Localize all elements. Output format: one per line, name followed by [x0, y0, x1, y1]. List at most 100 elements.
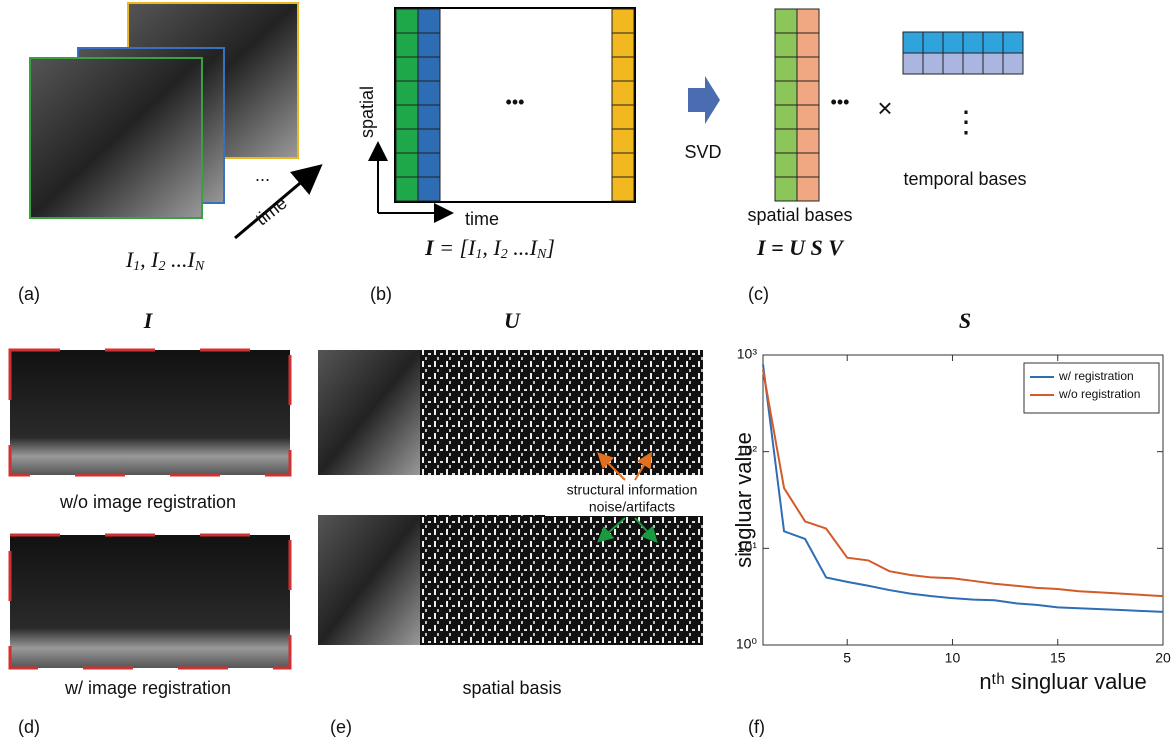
- caption: w/ image registration: [64, 678, 231, 698]
- figure: ... time I1, I2 ...IN (a) ••• spatial ti…: [0, 0, 1176, 743]
- caption: w/o image registration: [59, 492, 236, 512]
- cell: [396, 129, 418, 153]
- cell: [418, 81, 440, 105]
- cell: [797, 153, 819, 177]
- cell: [903, 53, 923, 74]
- panel-title: U: [504, 308, 521, 333]
- cell: [612, 105, 634, 129]
- cell: [396, 105, 418, 129]
- cell: [943, 32, 963, 53]
- image: [10, 350, 290, 475]
- image: [318, 515, 420, 645]
- panel-title: S: [959, 308, 971, 333]
- formula: I = [I1, I2 ...IN]: [424, 235, 555, 262]
- cell: [418, 57, 440, 81]
- times: ×: [877, 93, 892, 123]
- frame: [30, 58, 202, 218]
- temporal-label: temporal bases: [903, 169, 1026, 189]
- cell: [418, 9, 440, 33]
- panel-title: I: [143, 308, 154, 333]
- cell: [983, 53, 1003, 74]
- image: [10, 535, 290, 668]
- x-tick-label: 20: [1155, 650, 1171, 666]
- cell: [963, 53, 983, 74]
- caption: spatial basis: [462, 678, 561, 698]
- cell: [418, 177, 440, 201]
- y-tick-label: 10²: [737, 442, 758, 458]
- cell: [612, 81, 634, 105]
- panel-label: (a): [18, 284, 40, 304]
- svd-arrow: [688, 76, 720, 124]
- cell: [983, 32, 1003, 53]
- cell: [1003, 53, 1023, 74]
- panel-label: (e): [330, 717, 352, 737]
- x-axis-label: time: [465, 209, 499, 229]
- x-tick-label: 5: [843, 650, 851, 666]
- cell: [963, 32, 983, 53]
- annotation: noise/artifacts: [589, 499, 675, 515]
- cell: [612, 153, 634, 177]
- cell: [903, 32, 923, 53]
- cell: [612, 33, 634, 57]
- cell: [797, 81, 819, 105]
- cell: [775, 153, 797, 177]
- cell: [612, 9, 634, 33]
- vdots: ⋮: [951, 106, 981, 139]
- x-tick-label: 10: [945, 650, 961, 666]
- y-tick-label: 10⁰: [736, 636, 758, 652]
- cell: [396, 153, 418, 177]
- cell: [775, 57, 797, 81]
- cell: [396, 33, 418, 57]
- cell: [612, 129, 634, 153]
- y-tick-label: 10³: [737, 346, 758, 362]
- cell: [775, 129, 797, 153]
- cell: [775, 9, 797, 33]
- cell: [797, 177, 819, 201]
- cell: [775, 33, 797, 57]
- spatial-label: spatial bases: [747, 205, 852, 225]
- cell: [797, 105, 819, 129]
- image: [420, 350, 703, 475]
- formula: I1, I2 ...IN: [125, 247, 205, 274]
- y-axis-label: spatial: [357, 86, 377, 138]
- cell: [396, 177, 418, 201]
- image: [318, 350, 420, 475]
- cell: [1003, 32, 1023, 53]
- legend-label: w/o registration: [1058, 387, 1140, 401]
- dots: •••: [506, 92, 525, 112]
- cell: [775, 105, 797, 129]
- panel-d: I w/o image registration w/ image regist…: [10, 308, 290, 737]
- x-axis-label: nᵗʰ singluar value: [979, 669, 1146, 694]
- formula: I = U S V: [756, 235, 845, 260]
- svd-label: SVD: [684, 142, 721, 162]
- legend-label: w/ registration: [1058, 369, 1134, 383]
- cell: [797, 9, 819, 33]
- cell: [612, 57, 634, 81]
- panel-label: (f): [748, 717, 765, 737]
- cell: [775, 177, 797, 201]
- cell: [418, 129, 440, 153]
- cell: [775, 81, 797, 105]
- panel-label: (c): [748, 284, 769, 304]
- cell: [797, 57, 819, 81]
- x-tick-label: 15: [1050, 650, 1066, 666]
- y-tick-label: 10¹: [737, 539, 758, 555]
- cell: [923, 53, 943, 74]
- cell: [943, 53, 963, 74]
- cell: [418, 153, 440, 177]
- panel-label: (d): [18, 717, 40, 737]
- cell: [418, 33, 440, 57]
- cell: [396, 9, 418, 33]
- cell: [396, 81, 418, 105]
- cell: [797, 129, 819, 153]
- annotation: structural information: [567, 482, 698, 498]
- cell: [396, 57, 418, 81]
- ellipsis: ...: [255, 165, 270, 185]
- cell: [612, 177, 634, 201]
- cell: [418, 105, 440, 129]
- cell: [797, 33, 819, 57]
- panel-e: U structural information noise/artifacts…: [318, 308, 717, 737]
- cell: [923, 32, 943, 53]
- panel-label: (b): [370, 284, 392, 304]
- panel-a: ... time I1, I2 ...IN (a): [18, 3, 318, 304]
